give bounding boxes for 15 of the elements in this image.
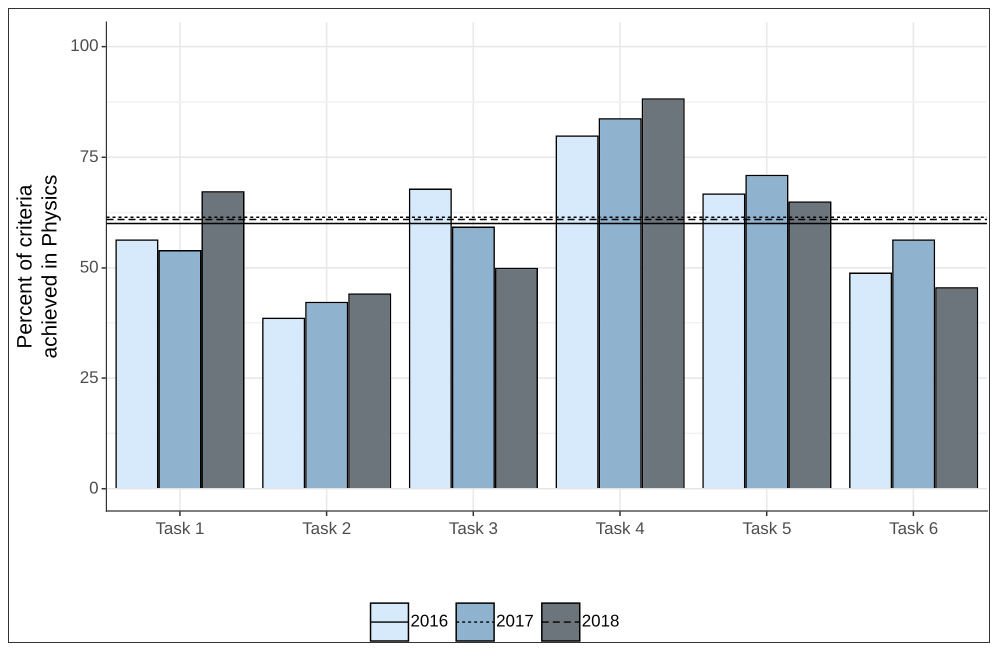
x-tick-label: Task 1 bbox=[155, 518, 204, 538]
legend-label: 2017 bbox=[496, 612, 534, 631]
y-tick-label: 75 bbox=[80, 146, 99, 166]
legend-label: 2016 bbox=[410, 612, 448, 631]
y-tick-label: 0 bbox=[89, 478, 99, 498]
y-tick-label: 100 bbox=[70, 36, 99, 56]
x-tick-label: Task 6 bbox=[889, 518, 938, 538]
x-tick-label: Task 2 bbox=[302, 518, 352, 538]
x-tick-label: Task 3 bbox=[448, 518, 498, 538]
x-tick-label: Task 4 bbox=[596, 518, 645, 538]
y-tick-label: 50 bbox=[80, 257, 99, 276]
legend-label: 2018 bbox=[582, 612, 620, 631]
y-tick-label: 25 bbox=[80, 368, 99, 387]
y-axis-title: Percent of criteria achieved in Physics bbox=[13, 174, 62, 358]
x-tick-label: Task 5 bbox=[742, 518, 792, 538]
